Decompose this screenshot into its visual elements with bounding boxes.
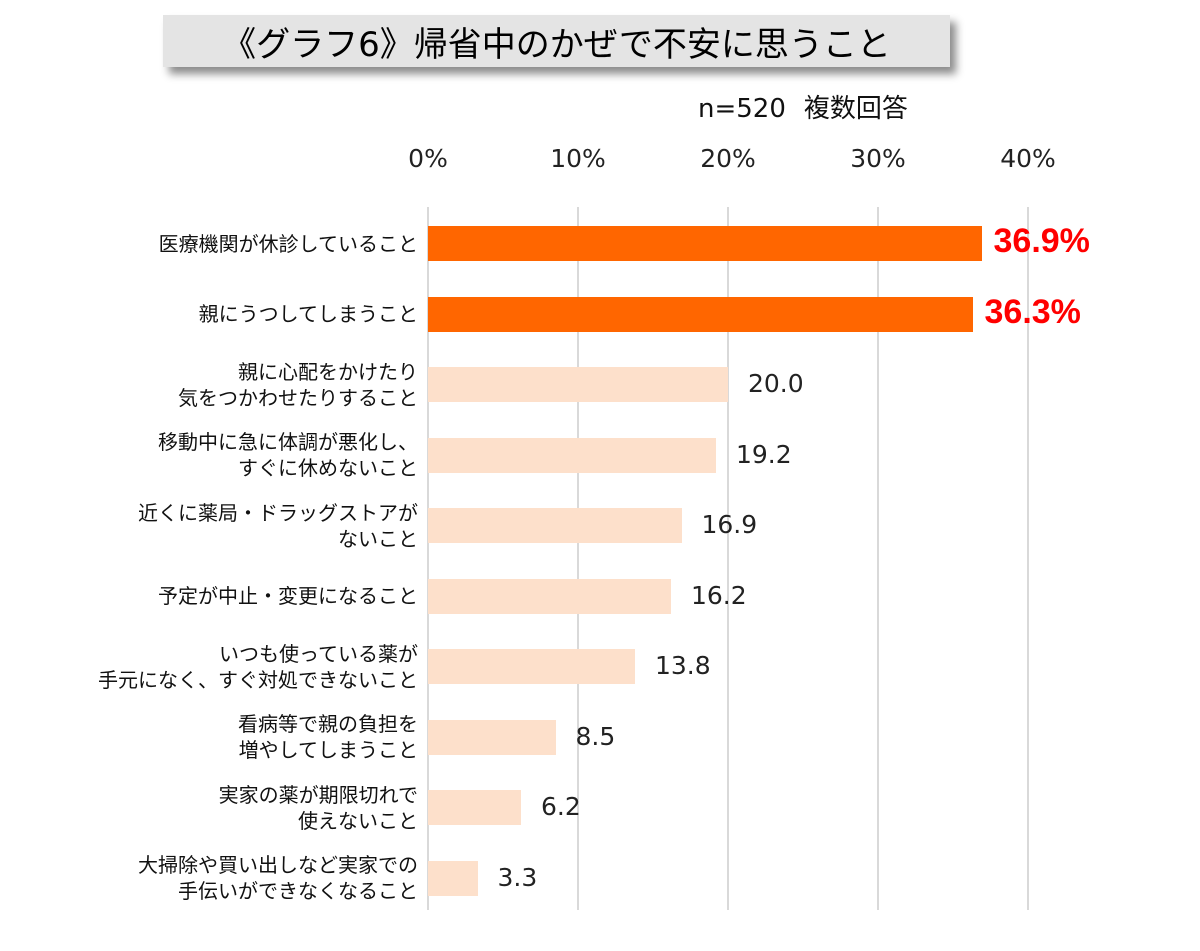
gridline (427, 207, 429, 910)
response-note: 複数回答 (803, 94, 908, 124)
bar (428, 860, 478, 896)
value-label: 36.3% (984, 292, 1081, 331)
value-label: 16.2 (691, 580, 747, 610)
value-label: 13.8 (655, 651, 711, 680)
chart-subtitle: n=520 複数回答 (698, 88, 908, 125)
category-label: 親にうつしてしまうこと (198, 302, 418, 326)
bar (428, 508, 682, 543)
sample-size: n=520 (698, 94, 786, 124)
bar (428, 790, 521, 825)
x-tick-label: 30% (850, 144, 906, 173)
bar (428, 649, 635, 684)
value-label: 20.0 (748, 369, 804, 398)
chart-title-box: 《グラフ6》帰省中のかぜで不安に思うこと (163, 15, 950, 67)
chart-title: 《グラフ6》帰省中のかぜで不安に思うこと (222, 24, 891, 65)
value-label: 8.5 (575, 721, 616, 751)
bar (428, 226, 982, 261)
category-label: 近くに薬局・ドラッグストアが ないこと (138, 500, 418, 551)
x-tick-label: 20% (700, 144, 756, 173)
category-label: 移動中に急に体調が悪化し、 すぐに休めないこと (158, 430, 418, 480)
value-label: 19.2 (736, 439, 792, 469)
x-tick-label: 10% (550, 144, 606, 173)
gridline (877, 207, 879, 910)
value-label: 3.3 (497, 862, 538, 892)
category-label: 実家の薬が期限切れで 使えないこと (218, 782, 418, 833)
category-label: 看病等で親の負担を 増やしてしまうこと (238, 712, 418, 762)
bar (428, 367, 728, 402)
category-label: 予定が中止・変更になること (158, 584, 418, 608)
x-tick-label: 40% (1000, 144, 1056, 173)
gridline (577, 207, 579, 910)
value-label: 6.2 (541, 792, 581, 821)
gridline (727, 207, 729, 910)
gridline (1027, 207, 1029, 910)
bar (428, 578, 671, 614)
value-label: 16.9 (701, 510, 758, 539)
bar (428, 296, 973, 332)
bar (428, 719, 556, 755)
category-label: 親に心配をかけたり 気をつかわせたりすること (178, 359, 418, 410)
category-label: 大掃除や買い出しなど実家での 手伝いができなくなること (138, 853, 418, 903)
category-label: いつも使っている薬が 手元になく、すぐ対処できないこと (98, 641, 418, 692)
bar (428, 437, 716, 473)
value-label: 36.9% (993, 222, 1090, 260)
category-label: 医療機関が休診していること (158, 231, 418, 256)
x-tick-label: 0% (408, 144, 448, 173)
